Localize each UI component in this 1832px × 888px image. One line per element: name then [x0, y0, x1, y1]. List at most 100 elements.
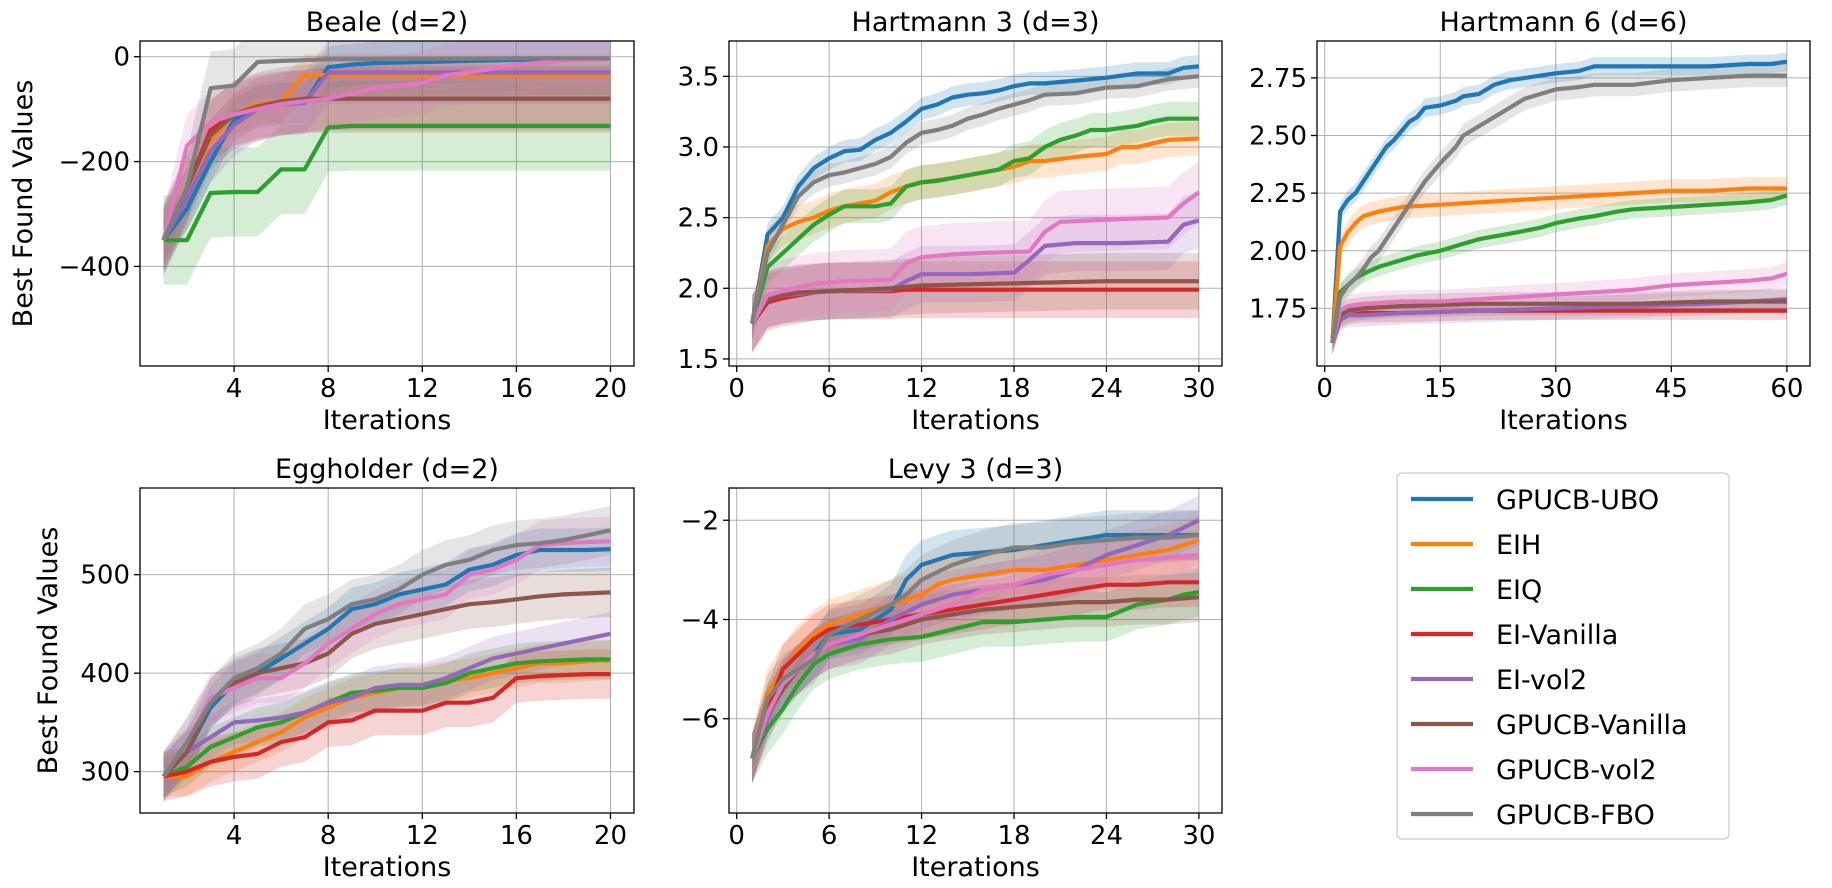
y-tick-label: 300 — [80, 758, 130, 788]
x-tick-label: 8 — [320, 374, 337, 404]
legend: GPUCB-UBO EIH EIQ EI-Vanilla EI-vol2 GPUCB-Va… — [1396, 472, 1730, 840]
band-ei-vanilla — [1332, 301, 1787, 353]
band-gpucb-ubo — [163, 41, 611, 262]
y-tick-label: −4 — [681, 605, 719, 635]
series-line-ei-vol2 — [161, 631, 611, 779]
x-tick-label: 12 — [905, 821, 938, 851]
axes-frame — [139, 40, 635, 367]
band-eiq — [163, 81, 611, 285]
series-line-eiq — [750, 116, 1199, 325]
legend-label: EIH — [1496, 530, 1541, 561]
x-tick-label: 20 — [594, 821, 627, 851]
panel-eggholder-d-2: 4 8 12 16 20 300 400 500 Eggholder (d=2) Iteratio… — [33, 454, 635, 883]
series-line-eiq — [162, 657, 611, 779]
series-line-gpucb-fbo — [161, 56, 611, 242]
x-tick-label: 24 — [1090, 821, 1123, 851]
band-gpucb-fbo — [163, 505, 611, 802]
y-tick-label: 2.5 — [678, 204, 719, 234]
band-ei-vanilla — [163, 67, 611, 272]
legend-label: GPUCB-UBO — [1496, 485, 1659, 516]
band-gpucb-vol2 — [752, 161, 1199, 355]
axes-frame — [139, 487, 635, 814]
x-tick-label: 30 — [1539, 374, 1572, 404]
band-gpucb-vanilla — [752, 253, 1199, 352]
series-line-gpucb-fbo — [750, 533, 1200, 759]
chart-title: Hartmann 3 (d=3) — [852, 7, 1100, 38]
x-tick-label: 20 — [594, 374, 627, 404]
band-eiq — [752, 101, 1199, 341]
band-eih — [163, 640, 611, 797]
y-tick-label: 3.5 — [678, 62, 719, 92]
y-axis-label: Best Found Values — [8, 80, 39, 328]
legend-item-gpucb-vanilla: GPUCB-Vanilla — [1411, 710, 1688, 741]
y-tick-label: 3.0 — [678, 133, 719, 163]
series-line-gpucb-vanilla — [161, 590, 611, 779]
y-tick-label: −6 — [681, 705, 719, 735]
x-axis-label: Iterations — [323, 405, 452, 436]
series-line-gpucb-vol2 — [161, 57, 611, 241]
series-line-eiq — [163, 123, 611, 243]
series-line-eiq — [750, 590, 1200, 760]
legend-label: GPUCB-FBO — [1496, 800, 1655, 831]
band-gpucb-fbo — [752, 65, 1199, 335]
legend-item-eiq: EIQ — [1411, 575, 1542, 606]
y-tick-label: 1.5 — [678, 345, 719, 375]
panel-hartmann-3-d-3: 0 6 12 18 24 30 1.5 2.0 2.5 3.0 3.5 Hartmann 3 (d=3… — [678, 7, 1223, 436]
series-line-eih — [1330, 186, 1787, 344]
x-tick-label: 6 — [821, 821, 838, 851]
x-tick-label: 0 — [728, 821, 745, 851]
x-tick-label: 4 — [226, 821, 243, 851]
y-tick-label: 400 — [80, 659, 130, 689]
series-line-ei-vanilla — [750, 580, 1199, 760]
x-tick-label: 16 — [500, 821, 533, 851]
x-tick-label: 6 — [821, 374, 838, 404]
y-tick-label: 500 — [80, 561, 130, 591]
band-ei-vanilla — [163, 649, 611, 802]
x-tick-label: 16 — [500, 374, 533, 404]
panel-beale-d-2: 4 8 12 16 20 −400 −200 0 Beale (d=2) Iterations Be… — [8, 7, 635, 436]
series-line-gpucb-vol2 — [161, 539, 611, 778]
x-tick-label: 12 — [406, 374, 439, 404]
series-line-ei-vanilla — [163, 672, 611, 779]
legend-item-eih: EIH — [1411, 530, 1541, 561]
chart-title: Eggholder (d=2) — [275, 454, 499, 485]
series-line-gpucb-vol2 — [1330, 271, 1788, 344]
series-line-gpucb-fbo — [161, 528, 611, 778]
x-tick-label: 60 — [1770, 374, 1803, 404]
x-axis-label: Iterations — [911, 852, 1040, 883]
band-eih — [1332, 177, 1787, 355]
y-tick-label: 2.50 — [1249, 122, 1307, 152]
y-tick-label: 0 — [113, 43, 130, 73]
band-gpucb-vanilla — [163, 567, 611, 802]
panel-hartmann-6-d-6: 0 15 30 45 60 1.75 2.00 2.25 2.50 2.75 Hartmann 6 … — [1249, 7, 1811, 436]
x-axis-label: Iterations — [1499, 405, 1628, 436]
series-line-gpucb-fbo — [750, 74, 1200, 325]
band-eiq — [752, 567, 1199, 784]
y-tick-label: −2 — [681, 506, 719, 536]
x-tick-label: 8 — [320, 821, 337, 851]
y-tick-label: 2.0 — [678, 274, 719, 304]
axes-frame — [728, 487, 1223, 814]
axes-frame — [728, 40, 1223, 367]
y-tick-label: 1.75 — [1249, 294, 1307, 324]
legend-item-ei-vanilla: EI-Vanilla — [1411, 620, 1618, 651]
y-axis-label: Best Found Values — [33, 527, 64, 775]
band-eih — [752, 515, 1199, 784]
series-line-gpucb-vanilla — [750, 279, 1199, 325]
legend-frame — [1396, 472, 1730, 840]
x-tick-label: 0 — [1316, 374, 1333, 404]
series-line-gpucb-ubo — [750, 64, 1200, 324]
series-line-eih — [750, 538, 1200, 759]
band-ei-vanilla — [752, 261, 1199, 352]
chart-title: Levy 3 (d=3) — [888, 454, 1064, 485]
series-line-gpucb-ubo — [1330, 59, 1788, 344]
series-line-gpucb-vanilla — [1330, 299, 1787, 344]
y-tick-label: 2.25 — [1249, 179, 1307, 209]
y-tick-label: 2.75 — [1249, 64, 1307, 94]
legend-item-gpucb-ubo: GPUCB-UBO — [1411, 485, 1659, 516]
x-tick-label: 18 — [997, 374, 1030, 404]
legend-item-gpucb-vol2: GPUCB-vol2 — [1411, 755, 1657, 786]
x-tick-label: 45 — [1655, 374, 1688, 404]
x-tick-label: 12 — [905, 374, 938, 404]
